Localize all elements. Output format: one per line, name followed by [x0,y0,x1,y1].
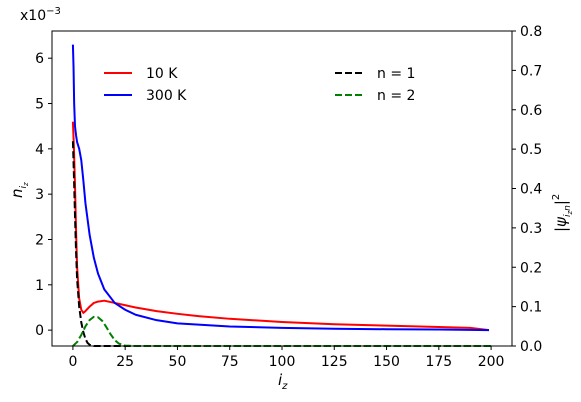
y-right-tick-label: 0.4 [520,182,542,198]
y-right-tick-label: 0.1 [520,300,542,316]
x-tick-label: 75 [221,354,239,370]
x-tick-label: 150 [373,354,400,370]
y-right-tick-label: 0.0 [520,339,542,355]
x-axis-ticks: 0 25 50 75 100 125 150 175 200 [68,346,504,370]
y-right-axis-label: |ψizn|2 [551,194,574,232]
y-left-axis-ticks: 0 1 2 3 4 5 6 [35,51,52,339]
legend-label: 300 K [146,88,187,104]
legend-left: 10 K 300 K [104,66,187,104]
y-left-tick-label: 1 [35,278,44,294]
y-right-tick-label: 0.3 [520,221,542,237]
y-left-tick-label: 5 [35,97,44,113]
y-left-tick-label: 4 [35,142,44,158]
x-tick-label: 25 [116,354,134,370]
left-axis-multiplier: x10−3 [20,6,61,24]
y-right-axis-ticks: 0.0 0.1 0.2 0.3 0.4 0.5 0.6 0.7 0.8 [512,24,542,355]
series-line-300-k [71,44,490,332]
y-left-tick-label: 2 [35,232,44,248]
y-left-tick-label: 0 [35,323,44,339]
y-right-tick-label: 0.8 [520,24,542,40]
x-tick-label: 125 [321,354,348,370]
y-right-tick-label: 0.2 [520,260,542,276]
legend-label: 10 K [146,66,178,82]
x-tick-label: 200 [478,354,505,370]
y-right-tick-label: 0.5 [520,142,542,158]
x-tick-label: 0 [68,354,77,370]
x-tick-label: 175 [425,354,452,370]
y-right-tick-label: 0.6 [520,103,542,119]
x-axis-label: iz [278,371,288,392]
legend-label: n = 1 [377,66,415,82]
x-tick-label: 50 [169,354,187,370]
plot-frame [51,30,513,347]
y-right-tick-label: 0.7 [520,63,542,79]
legend-label: n = 2 [377,88,415,104]
legend-right: n = 1 n = 2 [335,66,415,104]
y-left-axis-label: niz [8,182,30,198]
x-tick-label: 100 [269,354,296,370]
y-left-tick-label: 3 [35,187,44,203]
y-left-tick-label: 6 [35,51,44,67]
